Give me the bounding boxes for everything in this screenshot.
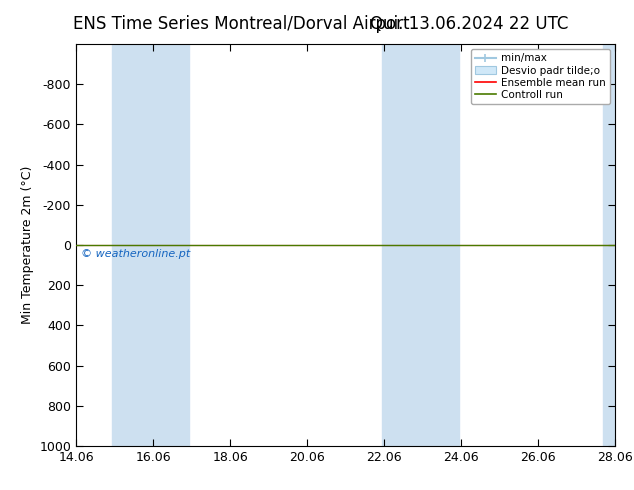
Legend: min/max, Desvio padr tilde;o, Ensemble mean run, Controll run: min/max, Desvio padr tilde;o, Ensemble m… — [470, 49, 610, 104]
Text: Qui. 13.06.2024 22 UTC: Qui. 13.06.2024 22 UTC — [370, 15, 568, 33]
Bar — [603, 44, 615, 446]
Text: © weatheronline.pt: © weatheronline.pt — [81, 249, 191, 259]
Bar — [382, 44, 459, 446]
Bar — [112, 44, 189, 446]
Text: ENS Time Series Montreal/Dorval Airport: ENS Time Series Montreal/Dorval Airport — [73, 15, 409, 33]
Y-axis label: Min Temperature 2m (°C): Min Temperature 2m (°C) — [21, 166, 34, 324]
